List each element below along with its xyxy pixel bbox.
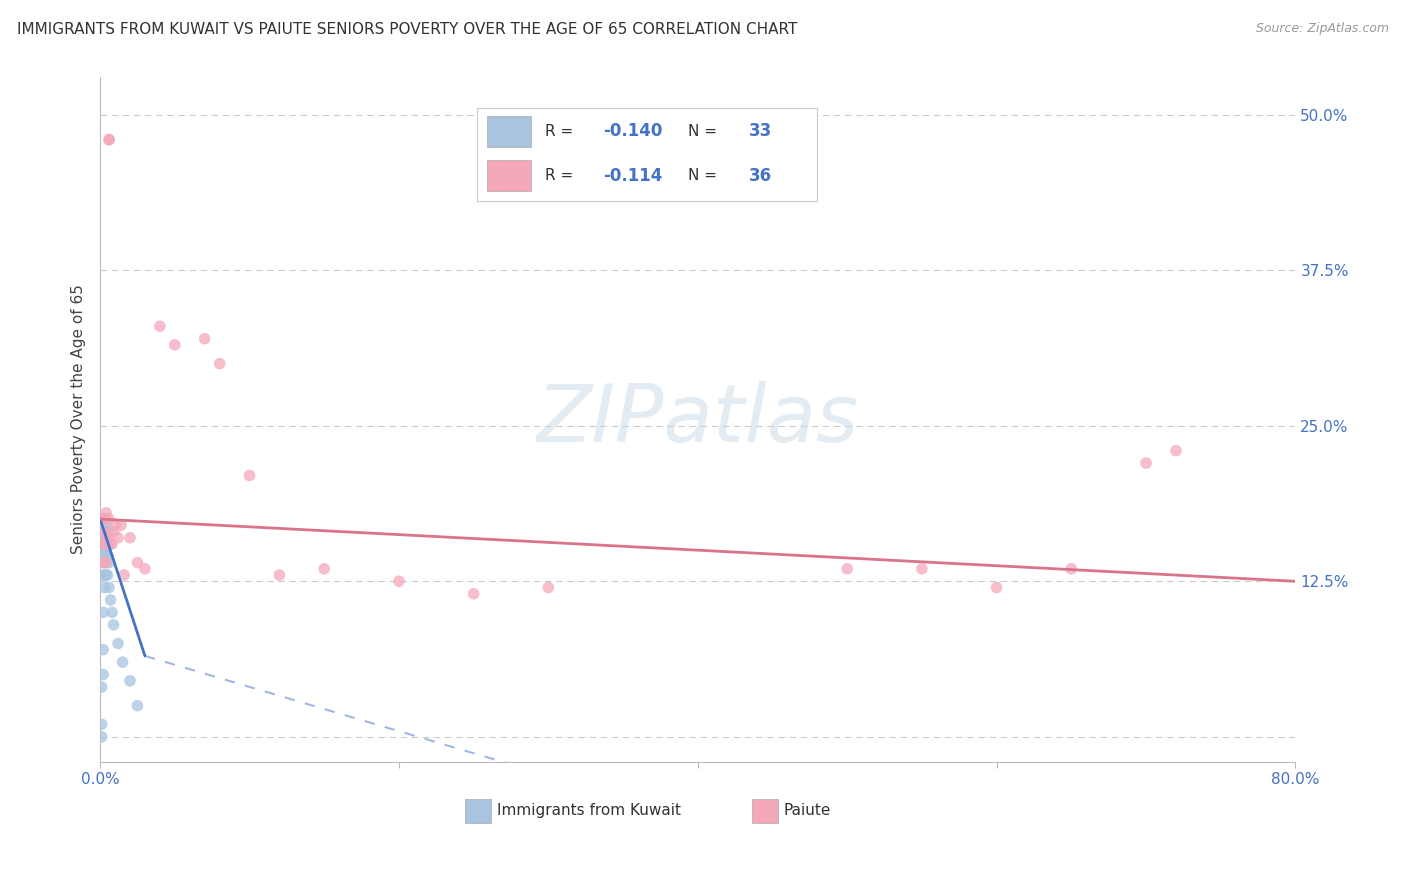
- Point: [101, 537, 124, 551]
- Point: [90, 717, 112, 731]
- Point: [94, 518, 117, 533]
- Point: [97, 524, 120, 539]
- Point: [91, 667, 114, 681]
- Point: [837, 562, 859, 576]
- Point: [93, 537, 115, 551]
- Point: [118, 673, 141, 688]
- Text: ZIPatlas: ZIPatlas: [537, 381, 859, 458]
- Text: Source: ZipAtlas.com: Source: ZipAtlas.com: [1256, 22, 1389, 36]
- Text: Paiute: Paiute: [785, 804, 831, 819]
- Point: [97, 531, 120, 545]
- Y-axis label: Seniors Poverty Over the Age of 65: Seniors Poverty Over the Age of 65: [72, 285, 86, 555]
- Point: [94, 549, 117, 564]
- Point: [107, 531, 129, 545]
- Point: [118, 531, 141, 545]
- Point: [94, 568, 117, 582]
- Point: [127, 698, 149, 713]
- Point: [97, 537, 120, 551]
- Point: [90, 730, 112, 744]
- Point: [90, 512, 112, 526]
- Point: [388, 574, 411, 589]
- Point: [93, 512, 115, 526]
- Point: [93, 581, 115, 595]
- Point: [93, 543, 115, 558]
- Point: [149, 319, 172, 334]
- Text: Immigrants from Kuwait: Immigrants from Kuwait: [496, 804, 681, 819]
- Point: [93, 512, 115, 526]
- Point: [91, 642, 114, 657]
- FancyBboxPatch shape: [465, 799, 491, 823]
- Point: [269, 568, 291, 582]
- Point: [93, 518, 115, 533]
- Point: [111, 655, 134, 669]
- Point: [112, 568, 135, 582]
- Point: [163, 338, 186, 352]
- Point: [194, 332, 217, 346]
- Point: [100, 537, 122, 551]
- Point: [911, 562, 934, 576]
- Point: [104, 518, 127, 533]
- Point: [94, 537, 117, 551]
- Point: [463, 587, 485, 601]
- Point: [94, 556, 117, 570]
- Point: [986, 581, 1008, 595]
- Point: [98, 133, 121, 147]
- Point: [103, 617, 125, 632]
- Point: [97, 549, 120, 564]
- Text: IMMIGRANTS FROM KUWAIT VS PAIUTE SENIORS POVERTY OVER THE AGE OF 65 CORRELATION : IMMIGRANTS FROM KUWAIT VS PAIUTE SENIORS…: [17, 22, 797, 37]
- Point: [94, 531, 117, 545]
- Point: [91, 568, 114, 582]
- Point: [93, 531, 115, 545]
- Point: [91, 556, 114, 570]
- Point: [208, 357, 231, 371]
- Point: [91, 606, 114, 620]
- Point: [103, 524, 125, 539]
- Point: [93, 556, 115, 570]
- Point: [98, 581, 121, 595]
- Point: [537, 581, 560, 595]
- Point: [91, 543, 114, 558]
- Point: [97, 568, 120, 582]
- Point: [101, 606, 124, 620]
- Point: [98, 556, 121, 570]
- Point: [93, 568, 115, 582]
- Point: [1135, 456, 1157, 470]
- Point: [94, 506, 117, 520]
- Point: [91, 524, 114, 539]
- Point: [90, 537, 112, 551]
- Point: [134, 562, 156, 576]
- Point: [107, 636, 129, 650]
- Point: [314, 562, 336, 576]
- Point: [98, 512, 121, 526]
- Point: [90, 680, 112, 694]
- Point: [238, 468, 260, 483]
- Point: [1164, 443, 1187, 458]
- FancyBboxPatch shape: [752, 799, 778, 823]
- Point: [98, 133, 121, 147]
- Point: [110, 518, 132, 533]
- Point: [1060, 562, 1083, 576]
- Point: [100, 593, 122, 607]
- Point: [127, 556, 149, 570]
